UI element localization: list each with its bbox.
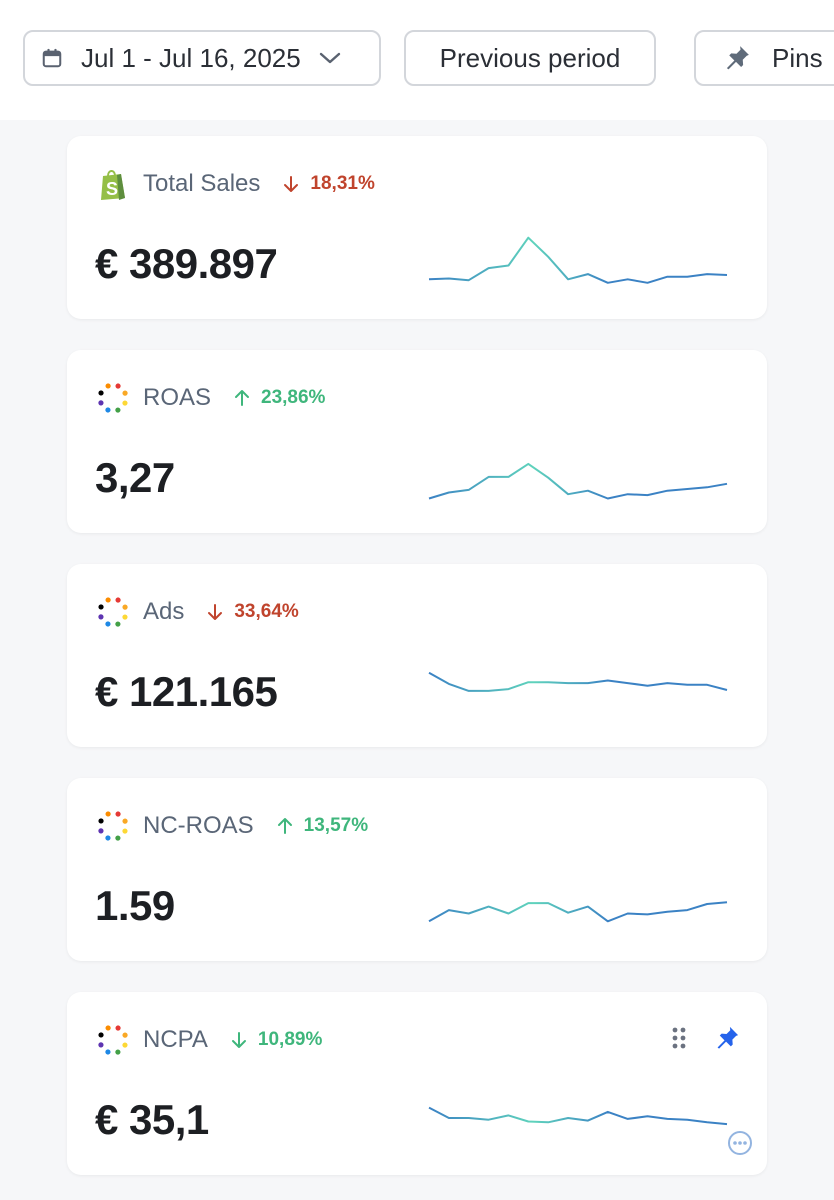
multicolor-dots-icon (95, 1022, 131, 1058)
arrow-down-icon (282, 175, 300, 193)
drag-handle-icon[interactable] (671, 1026, 687, 1050)
calendar-icon (41, 47, 63, 69)
sparkline-series (428, 1106, 728, 1126)
metric-name: Ads (143, 598, 185, 625)
metric-change-value: 33,64% (234, 601, 299, 622)
pinned-icon[interactable] (713, 1024, 741, 1052)
metric-name: NC-ROAS (143, 812, 254, 839)
metric-change: 13,57% (276, 815, 368, 837)
date-range-label: Jul 1 - Jul 16, 2025 (81, 42, 301, 73)
metric-change: 10,89% (230, 1029, 322, 1051)
metric-change-value: 13,57% (303, 815, 369, 836)
card-actions (671, 1024, 741, 1052)
date-range-picker[interactable]: Jul 1 - Jul 16, 2025 (23, 30, 381, 86)
metric-card[interactable]: ROAS 23,86% 3,27 (67, 350, 767, 533)
metric-value: € 121.165 (95, 668, 278, 715)
sparkline-chart (428, 1106, 728, 1126)
sparkline-chart (428, 671, 728, 692)
metric-change: 33,64% (206, 601, 299, 623)
metric-card[interactable]: NCPA 10,89% € 35,1 (67, 992, 767, 1175)
sparkline-chart (428, 236, 728, 284)
metric-name: Total Sales (143, 170, 261, 197)
more-options-icon[interactable] (727, 1130, 753, 1161)
arrow-up-icon (276, 817, 294, 835)
sparkline-chart (428, 462, 728, 500)
metric-header: S Total Sales 18,31% (95, 166, 375, 202)
metric-header: Ads 33,64% (95, 594, 299, 630)
arrow-down-icon (206, 603, 224, 621)
metric-header: NC-ROAS 13,57% (95, 808, 368, 844)
arrow-down-icon (230, 1031, 248, 1049)
metric-change: 23,86% (233, 387, 325, 409)
metric-change-value: 23,86% (261, 387, 326, 408)
metric-change-value: 18,31% (310, 173, 375, 194)
metric-card[interactable]: Ads 33,64% € 121.165 (67, 564, 767, 747)
pins-button[interactable]: Pins (694, 30, 834, 86)
metric-card[interactable]: NC-ROAS 13,57% 1.59 (67, 778, 767, 961)
metric-card[interactable]: S Total Sales 18,31% € 389.897 (67, 136, 767, 319)
top-toolbar: Jul 1 - Jul 16, 2025 Previous period Pin… (0, 0, 834, 120)
sparkline-series (428, 236, 728, 284)
chevron-down-icon (319, 51, 341, 65)
multicolor-dots-icon (95, 380, 131, 416)
compare-period-label: Previous period (439, 42, 621, 73)
metric-change-value: 10,89% (257, 1029, 323, 1050)
sparkline-series (428, 671, 728, 692)
metric-header: ROAS 23,86% (95, 380, 325, 416)
pins-label: Pins (772, 42, 823, 73)
compare-period-button[interactable]: Previous period (404, 30, 656, 86)
metric-header: NCPA 10,89% (95, 1022, 322, 1058)
sparkline-series (428, 462, 728, 500)
metric-value: 3,27 (95, 454, 175, 501)
metric-value: 1.59 (95, 882, 175, 929)
metric-name: NCPA (143, 1026, 208, 1053)
pin-icon (722, 43, 752, 73)
multicolor-dots-icon (95, 808, 131, 844)
metric-name: ROAS (143, 384, 212, 411)
sparkline-series (428, 901, 728, 923)
svg-text:S: S (106, 179, 118, 199)
shopify-icon: S (95, 166, 131, 202)
multicolor-dots-icon (95, 594, 131, 630)
arrow-up-icon (233, 389, 251, 407)
metric-change: 18,31% (282, 173, 375, 195)
sparkline-chart (428, 901, 728, 923)
metric-value: € 35,1 (95, 1096, 209, 1143)
metric-value: € 389.897 (95, 240, 278, 287)
